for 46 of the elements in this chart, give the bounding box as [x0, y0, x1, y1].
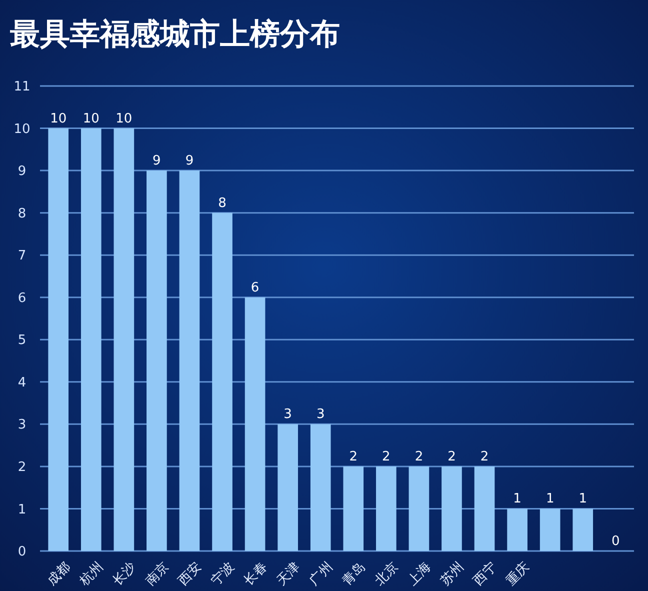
- data-label: 3: [284, 407, 292, 422]
- chart-title: 最具幸福感城市上榜分布: [10, 17, 340, 52]
- x-tick-label: 杭州: [76, 560, 106, 590]
- x-tick-label: 成都: [44, 560, 74, 589]
- x-tick-label: 南京: [142, 560, 172, 589]
- y-tick-label: 6: [18, 290, 26, 306]
- x-tick-label: 长春: [241, 560, 270, 589]
- data-label: 2: [414, 449, 424, 464]
- y-tick-label: 10: [14, 122, 30, 137]
- y-tick-label: 4: [18, 375, 26, 390]
- data-label: 0: [612, 534, 620, 549]
- y-tick-label: 8: [18, 206, 26, 222]
- x-tick-label: 苏州: [438, 560, 467, 589]
- y-tick-label: 9: [18, 164, 26, 180]
- data-label: 3: [316, 407, 325, 422]
- y-tick-label: 0: [18, 544, 26, 560]
- y-tick-label: 2: [18, 460, 26, 476]
- x-tick-label: 青岛: [340, 560, 369, 589]
- data-label: 10: [50, 111, 67, 126]
- data-label: 10: [116, 111, 132, 126]
- data-label: 2: [382, 449, 390, 464]
- data-label: 6: [250, 280, 260, 296]
- data-label: 8: [218, 196, 226, 211]
- y-tick-label: 3: [18, 418, 26, 433]
- y-tick-label: 11: [14, 80, 30, 95]
- data-label: 2: [349, 449, 358, 464]
- x-tick-label: 长沙: [110, 560, 140, 589]
- y-tick-label: 1: [18, 502, 26, 518]
- x-tick-label: 北京: [372, 560, 402, 589]
- x-tick-label: 广州: [306, 560, 336, 589]
- y-tick-label: 5: [18, 333, 26, 348]
- y-tick-label: 7: [18, 248, 26, 264]
- x-tick-label: 宁波: [208, 558, 238, 589]
- data-label: 1: [546, 492, 554, 507]
- x-tick-label: 西宁: [470, 558, 500, 589]
- data-label: 2: [448, 449, 456, 464]
- data-label: 1: [578, 492, 587, 507]
- data-label: 2: [480, 449, 489, 464]
- data-label: 10: [82, 111, 100, 126]
- data-label: 1: [513, 492, 522, 507]
- x-tick-label: 西安: [175, 558, 205, 589]
- data-label: 9: [185, 154, 194, 169]
- data-label: 9: [152, 154, 161, 169]
- x-tick-label: 天津: [274, 560, 304, 589]
- x-tick-label: 重庆: [504, 560, 533, 589]
- x-tick-label: 上海: [405, 560, 434, 589]
